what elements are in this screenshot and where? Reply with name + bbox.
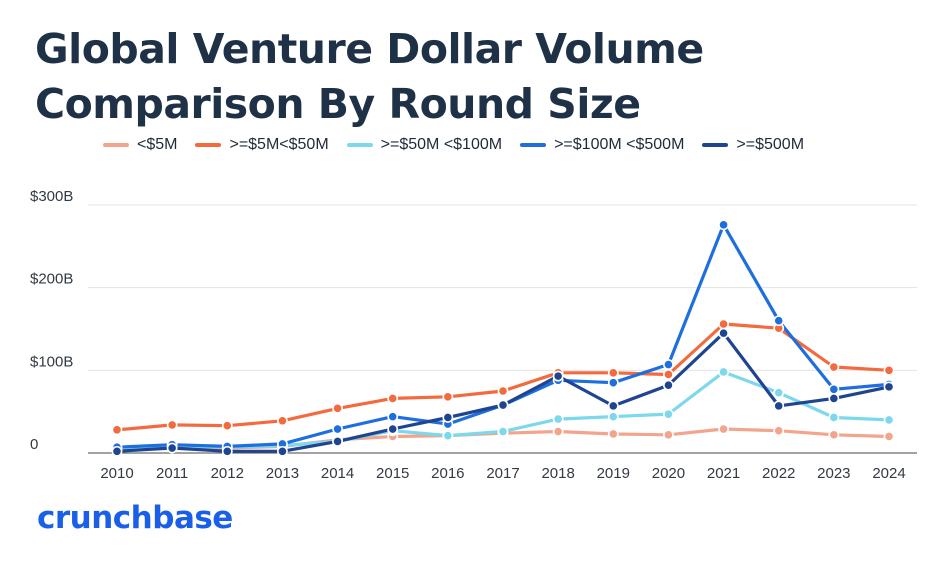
data-point [552, 370, 564, 382]
x-tick-label: 2017 [486, 465, 519, 482]
data-point [883, 381, 895, 393]
data-point [773, 400, 785, 412]
data-point [607, 428, 619, 440]
data-point [607, 367, 619, 379]
data-point [442, 391, 454, 403]
data-point [883, 364, 895, 376]
x-tick-label: 2013 [266, 465, 299, 482]
legend-item: >=$500M [702, 136, 804, 154]
data-point [111, 424, 123, 436]
data-point [221, 420, 233, 432]
data-point [663, 369, 674, 380]
y-tick-label: $200B [30, 271, 73, 288]
series-line [115, 322, 891, 432]
data-point [387, 393, 399, 404]
data-point [166, 442, 178, 454]
data-point [497, 426, 509, 437]
data-point [663, 408, 674, 420]
data-point [663, 379, 674, 391]
x-tick-label: 2023 [817, 465, 850, 482]
y-tick-label: $300B [30, 188, 73, 205]
data-point [442, 412, 454, 423]
legend-swatch [702, 143, 729, 147]
data-point [332, 402, 343, 414]
data-point [718, 423, 729, 435]
legend-item: >=$50M <$100M [346, 136, 503, 154]
x-tick-label: 2022 [762, 465, 795, 482]
x-tick-label: 2011 [156, 465, 188, 482]
data-point [883, 431, 895, 442]
data-point [552, 413, 564, 425]
x-tick-label: 2018 [541, 465, 574, 482]
data-point [718, 219, 729, 231]
data-point [773, 315, 785, 327]
legend-swatch [103, 143, 129, 147]
x-tick-label: 2019 [597, 465, 630, 482]
x-tick-label: 2021 [707, 465, 740, 482]
legend-swatch [195, 143, 222, 147]
chart-title-line-1: Global Venture Dollar Volume [35, 25, 704, 73]
data-point [221, 445, 233, 457]
data-point [883, 414, 895, 426]
data-point [442, 430, 454, 442]
data-point [607, 400, 619, 412]
data-point [773, 387, 785, 399]
data-point [497, 399, 509, 411]
legend-label: >=$50M <$100M [380, 136, 503, 153]
y-tick-label: $100B [30, 353, 73, 370]
data-point [332, 436, 343, 447]
data-point [277, 445, 288, 457]
crunchbase-logo: crunchbase [37, 500, 233, 536]
x-tick-label: 2020 [652, 465, 685, 482]
legend-item: >=$100M <$500M [520, 136, 684, 154]
chart-title-line-2: Comparison By Round Size [35, 80, 641, 128]
data-point [111, 445, 123, 457]
data-point [332, 423, 343, 435]
legend-label: >=$500M [736, 136, 805, 153]
x-tick-label: 2024 [872, 465, 905, 482]
legend-swatch [520, 143, 547, 147]
x-tick-label: 2010 [100, 465, 133, 482]
data-point [718, 327, 729, 339]
x-tick-label: 2012 [211, 465, 244, 482]
data-point [773, 425, 785, 437]
data-point [718, 366, 729, 378]
legend-item: <$5M [103, 136, 177, 154]
legend-label: >=$5M<$50M [229, 136, 329, 153]
data-point [828, 412, 840, 423]
data-point [828, 361, 840, 373]
data-point [387, 423, 399, 435]
legend-label: >=$100M <$500M [554, 136, 685, 153]
data-point [663, 359, 674, 370]
x-tick-label: 2015 [376, 465, 409, 482]
y-tick-label: 0 [30, 436, 38, 453]
data-point [387, 411, 399, 423]
data-point [607, 377, 619, 389]
data-point [607, 411, 619, 423]
data-point [828, 429, 840, 441]
data-point [663, 429, 674, 441]
x-tick-label: 2014 [321, 465, 354, 482]
legend-swatch [346, 143, 373, 147]
series-line [115, 223, 891, 449]
x-tick-label: 2016 [431, 465, 464, 482]
legend-item: >=$5M<$50M [195, 136, 329, 154]
data-point [497, 385, 509, 397]
data-point [277, 415, 288, 427]
chart-legend: <$5M >=$5M<$50M >=$50M <$100M >=$100M <$… [103, 136, 822, 154]
data-point [718, 318, 729, 330]
data-point [552, 426, 564, 437]
chart-title: Global Venture Dollar Volume Comparison … [35, 22, 704, 132]
data-point [828, 383, 840, 395]
data-point [166, 419, 178, 431]
legend-label: <$5M [137, 136, 178, 153]
data-point [828, 393, 840, 404]
